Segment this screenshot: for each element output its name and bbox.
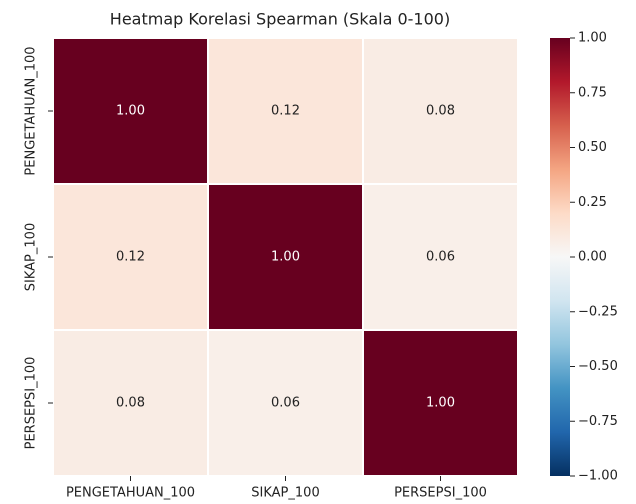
x-tick-label: PENGETAHUAN_100 bbox=[66, 486, 195, 501]
heatmap-cell bbox=[207, 183, 364, 331]
colorbar-tick-label: 0.50 bbox=[578, 140, 607, 155]
colorbar-tick-label: −0.50 bbox=[578, 359, 618, 374]
cell-label: 0.08 bbox=[426, 104, 455, 119]
cell-label: 0.12 bbox=[116, 250, 145, 265]
cell-label: 0.06 bbox=[271, 396, 300, 411]
cell-label: 0.12 bbox=[271, 104, 300, 119]
heatmap-cell bbox=[207, 329, 364, 477]
colorbar-tick-label: 0.75 bbox=[578, 85, 607, 100]
colorbar-tick-label: 0.00 bbox=[578, 250, 607, 265]
colorbar bbox=[550, 38, 570, 476]
y-tick-label: PERSEPSI_100 bbox=[24, 357, 39, 450]
colorbar-tick-label: −1.00 bbox=[578, 469, 618, 484]
colorbar-tick-label: −0.25 bbox=[578, 304, 618, 319]
cell-label: 1.00 bbox=[426, 396, 455, 411]
y-tick-label: PENGETAHUAN_100 bbox=[24, 46, 39, 175]
heatmap-cell bbox=[52, 37, 209, 185]
y-tick-label: SIKAP_100 bbox=[24, 223, 39, 291]
cell-label: 0.06 bbox=[426, 250, 455, 265]
cell-label: 1.00 bbox=[271, 250, 300, 265]
heatmap-cell bbox=[362, 37, 519, 185]
heatmap-cell bbox=[207, 37, 364, 185]
heatmap-cell bbox=[362, 183, 519, 331]
heatmap-cell bbox=[52, 183, 209, 331]
x-tick-label: SIKAP_100 bbox=[251, 486, 319, 501]
colorbar-tick-label: −0.75 bbox=[578, 414, 618, 429]
colorbar-tick-label: 0.25 bbox=[578, 195, 607, 210]
cell-label: 1.00 bbox=[116, 104, 145, 119]
chart-title: Heatmap Korelasi Spearman (Skala 0-100) bbox=[110, 10, 450, 29]
colorbar-tick-label: 1.00 bbox=[578, 31, 607, 46]
cell-label: 0.08 bbox=[116, 396, 145, 411]
x-tick-label: PERSEPSI_100 bbox=[394, 486, 487, 501]
